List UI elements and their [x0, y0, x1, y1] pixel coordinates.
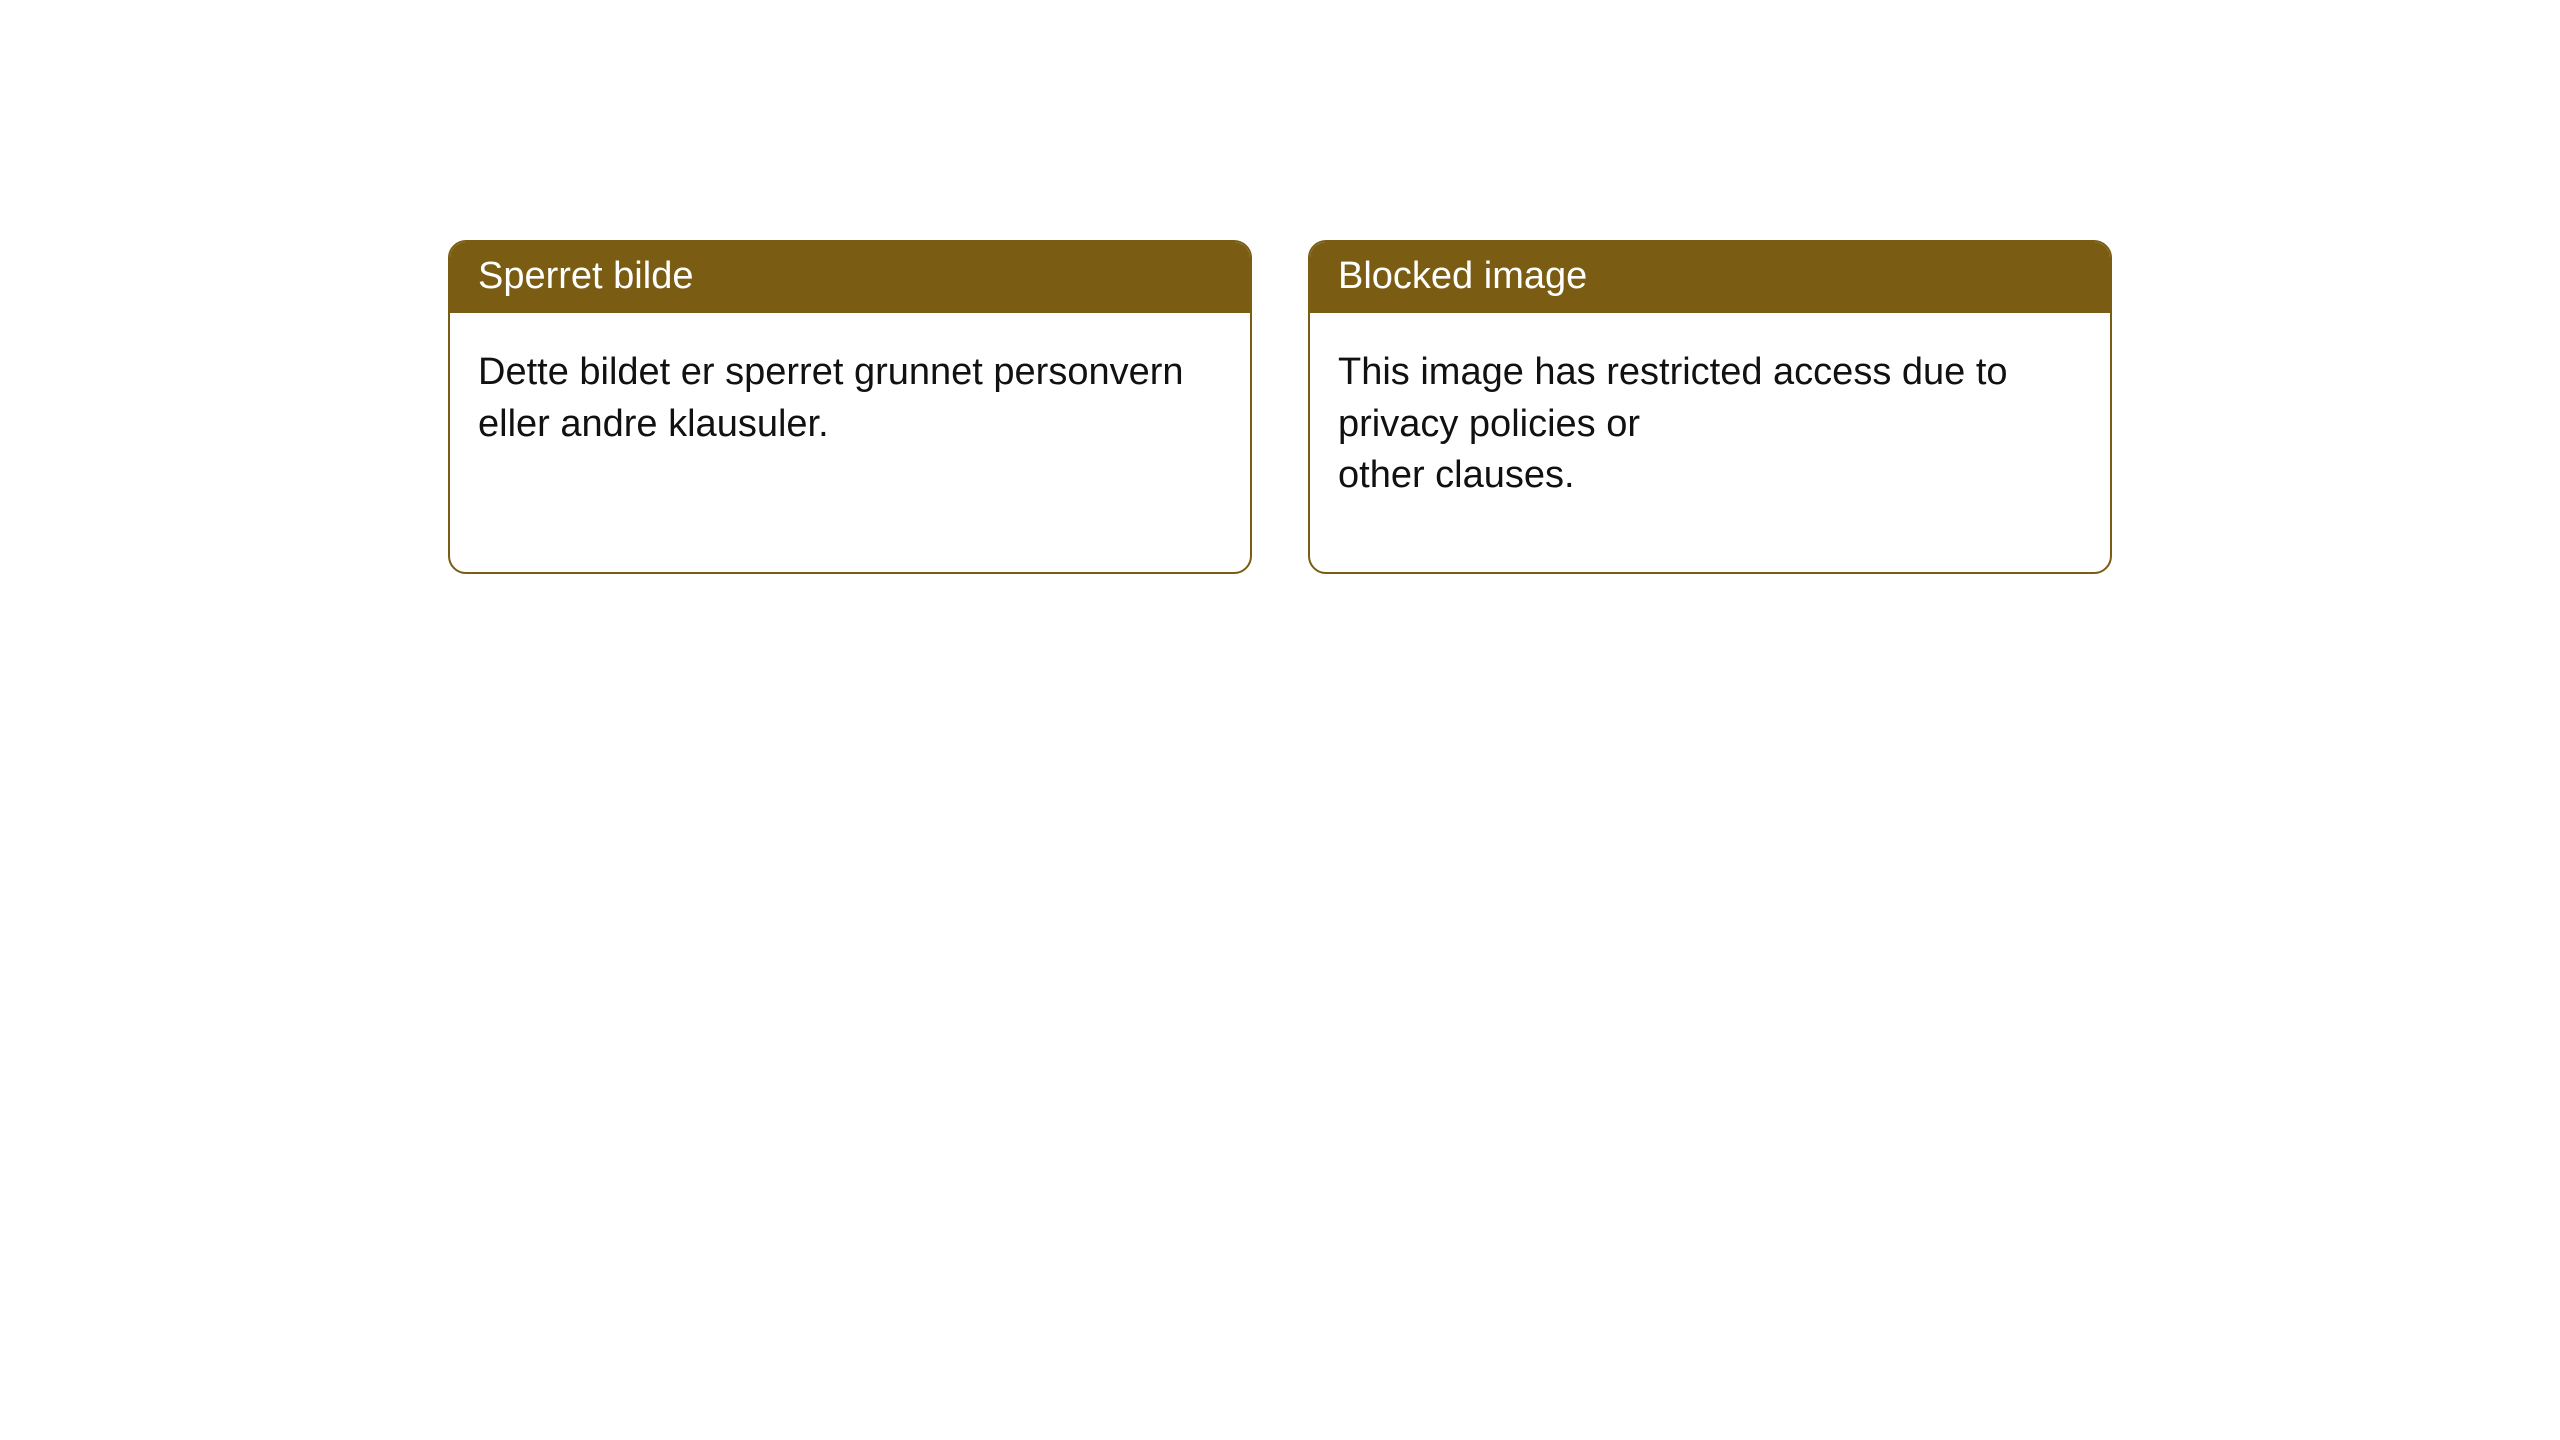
card-body: This image has restricted access due to … [1310, 313, 2110, 535]
notice-container: Sperret bilde Dette bildet er sperret gr… [0, 0, 2560, 574]
blocked-notice-en: Blocked image This image has restricted … [1308, 240, 2112, 574]
blocked-notice-no: Sperret bilde Dette bildet er sperret gr… [448, 240, 1252, 574]
card-header: Sperret bilde [450, 242, 1250, 313]
card-body: Dette bildet er sperret grunnet personve… [450, 313, 1250, 484]
card-header: Blocked image [1310, 242, 2110, 313]
